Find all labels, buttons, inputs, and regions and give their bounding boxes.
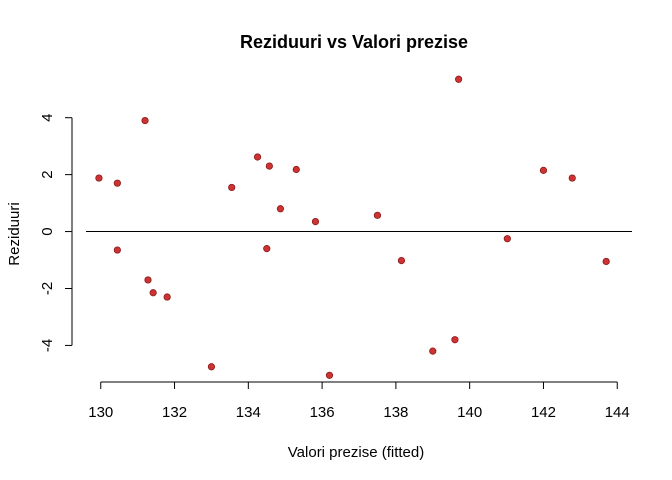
data-point <box>311 217 320 226</box>
y-tick-label: 4 <box>39 114 56 122</box>
x-tick-label: 130 <box>88 404 113 421</box>
x-tick-label: 140 <box>457 404 482 421</box>
y-axis: -4 -2 0 2 4 <box>39 114 73 352</box>
data-point <box>149 289 157 297</box>
data-point <box>429 347 437 355</box>
data-point <box>113 179 121 187</box>
data-point <box>325 371 334 379</box>
x-axis-label: Valori prezise (fitted) <box>288 444 424 461</box>
data-point <box>503 235 511 243</box>
data-point <box>397 256 406 265</box>
data-point <box>144 276 152 284</box>
x-tick-label: 138 <box>383 404 408 421</box>
x-tick-label: 134 <box>236 404 261 421</box>
y-tick-label: 2 <box>39 170 56 178</box>
x-tick-label: 136 <box>310 404 335 421</box>
data-point <box>455 75 463 83</box>
data-points <box>95 75 610 379</box>
y-tick-label: -4 <box>39 339 56 352</box>
data-point <box>113 246 121 254</box>
x-tick-label: 132 <box>162 404 187 421</box>
data-point <box>95 174 103 182</box>
data-point <box>163 293 171 301</box>
chart-title: Reziduuri vs Valori prezise <box>240 32 468 52</box>
data-point <box>253 153 262 161</box>
x-tick-label: 142 <box>531 404 556 421</box>
data-point <box>373 211 382 219</box>
data-point <box>263 245 271 253</box>
data-point <box>276 205 285 213</box>
x-axis: 130 132 134 136 138 140 142 144 <box>88 381 630 421</box>
data-point <box>539 166 548 174</box>
data-point <box>292 165 300 174</box>
data-point <box>141 116 149 125</box>
x-tick-label: 144 <box>605 404 630 421</box>
data-point <box>451 336 459 344</box>
y-tick-label: 0 <box>39 227 56 235</box>
y-tick-label: -2 <box>39 282 56 295</box>
data-point <box>207 363 216 371</box>
data-point <box>568 174 576 182</box>
y-axis-label: Reziduuri <box>6 202 23 265</box>
data-point <box>602 257 610 266</box>
data-point <box>228 183 236 192</box>
data-point <box>265 162 273 170</box>
